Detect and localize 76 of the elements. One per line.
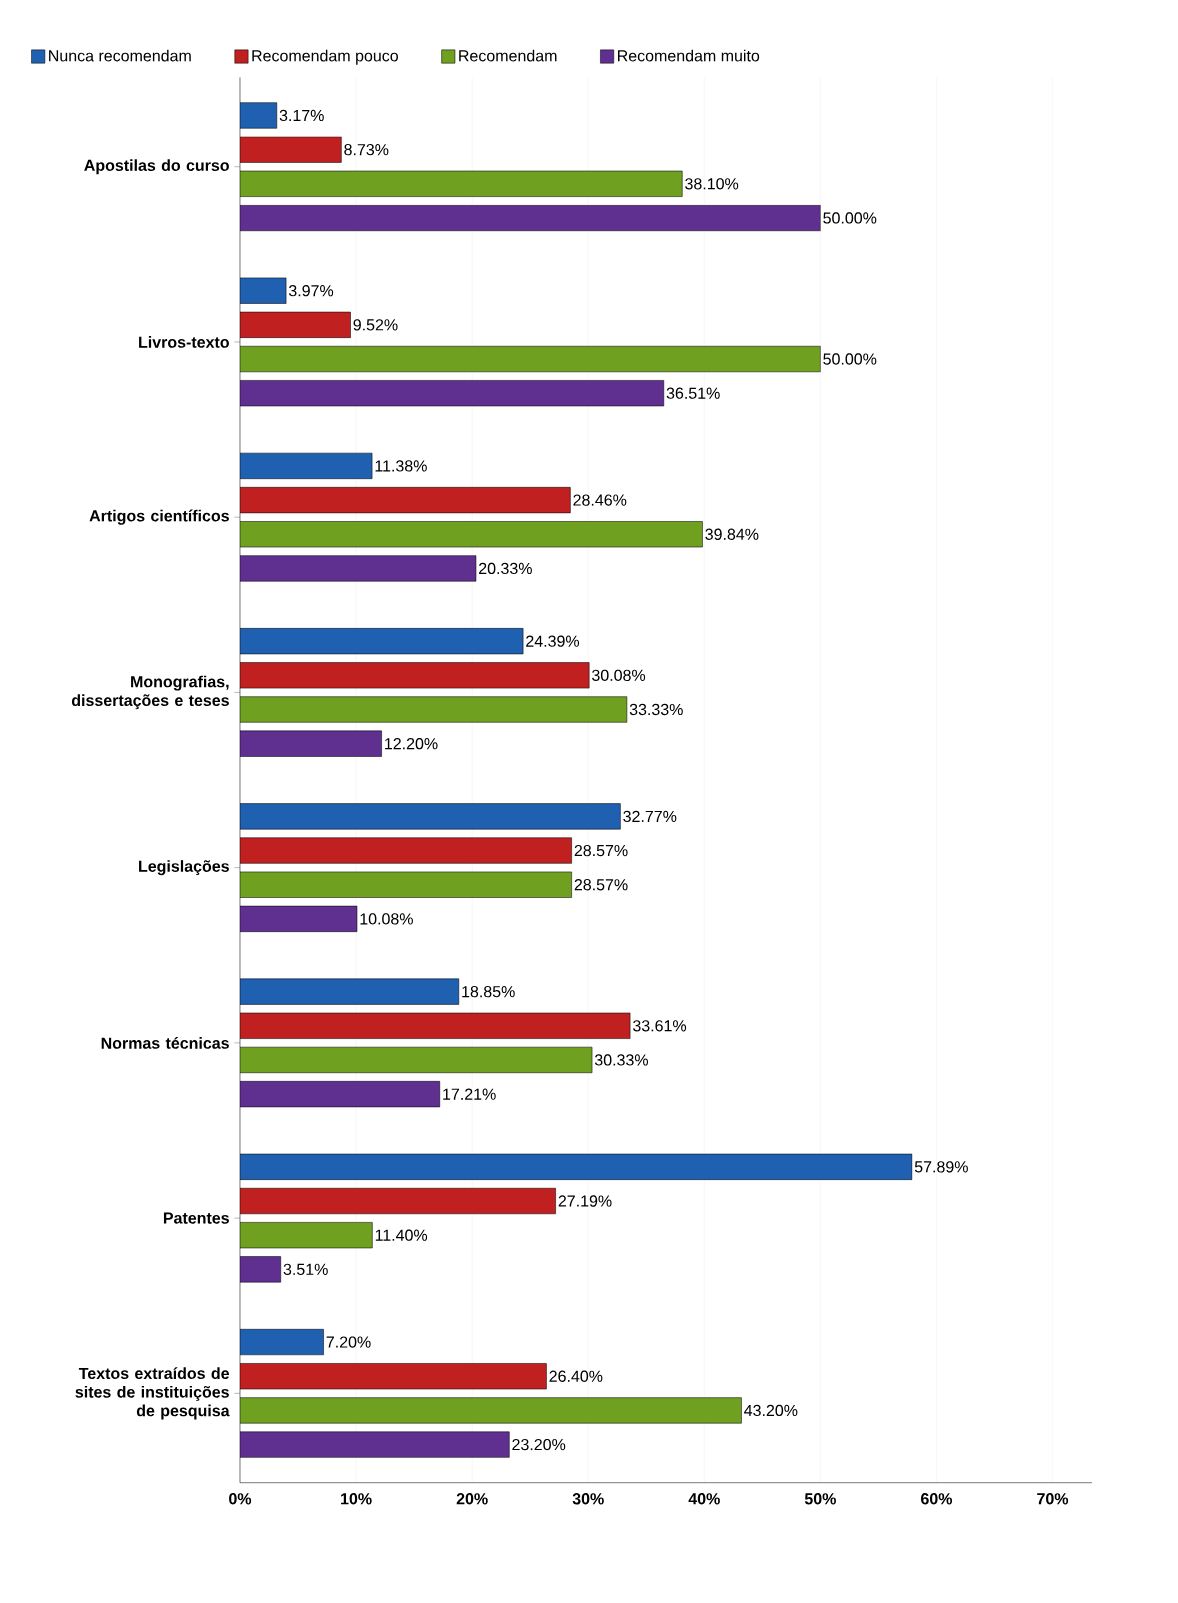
bar: [240, 345, 821, 373]
x-tick-label: 60%: [921, 1493, 953, 1505]
y-tick-label: Normas técnicas: [101, 1036, 229, 1049]
x-tick-label: 70%: [1037, 1493, 1069, 1505]
data-label: 3.17%: [279, 109, 324, 122]
data-label: 27.19%: [558, 1195, 612, 1207]
bar: [240, 170, 683, 197]
y-tick-label: Patentes: [163, 1212, 229, 1224]
bar: [240, 136, 342, 163]
data-label: 36.51%: [666, 387, 720, 399]
bar: [240, 1046, 593, 1074]
data-label: 18.85%: [462, 985, 515, 998]
bar: [240, 696, 628, 723]
data-label: 32.77%: [623, 810, 677, 823]
y-tick-label: Monografias, dissertações e teses: [71, 675, 229, 710]
data-label: 30.08%: [592, 669, 646, 681]
bar: [240, 905, 358, 932]
bar: [240, 487, 571, 514]
data-label: 17.21%: [443, 1088, 496, 1100]
data-label: 23.20%: [512, 1438, 566, 1451]
x-tick-label: 0%: [229, 1493, 252, 1505]
bar: [240, 662, 590, 689]
data-label: 7.20%: [326, 1336, 371, 1348]
data-label: 33.33%: [629, 703, 683, 716]
bar: [240, 204, 821, 232]
bar: [240, 1363, 547, 1390]
data-label: 11.38%: [375, 460, 427, 472]
x-tick-label: 30%: [572, 1493, 604, 1505]
data-label: 38.10%: [685, 178, 739, 190]
data-label: 28.46%: [573, 494, 627, 506]
y-tick-label: Textos extraídos de sites de instituições de pesquisa: [75, 1367, 230, 1420]
y-tick-label: Artigos científicos: [89, 509, 229, 525]
data-label: 43.20%: [744, 1404, 798, 1417]
bar: [240, 1431, 510, 1458]
legend-label: Recomendam muito: [618, 49, 760, 62]
data-label: 8.73%: [344, 143, 389, 156]
bar: [240, 555, 477, 582]
data-label: 11.40%: [375, 1229, 428, 1241]
data-label: 26.40%: [549, 1370, 603, 1382]
bar: [240, 837, 572, 864]
data-label: 3.51%: [283, 1263, 328, 1276]
data-label: 20.33%: [479, 562, 532, 575]
data-label: 9.52%: [353, 319, 398, 331]
data-label: 28.57%: [574, 879, 628, 891]
data-label: 33.61%: [633, 1020, 687, 1032]
bar: [240, 311, 351, 338]
bar: [240, 1081, 441, 1108]
bar: [240, 1256, 282, 1283]
data-label: 12.20%: [385, 738, 438, 750]
legend-label: Recomendam: [459, 49, 557, 62]
y-tick-label: Legislações: [139, 860, 229, 876]
x-tick-label: 10%: [341, 1493, 372, 1505]
data-label: 50.00%: [823, 353, 877, 365]
y-tick-label: Livros-texto: [139, 336, 229, 348]
bar: [240, 1397, 742, 1424]
x-tick-label: 40%: [688, 1493, 720, 1505]
bar: [240, 871, 572, 898]
bar: [240, 730, 382, 757]
data-label: 30.33%: [594, 1054, 649, 1066]
legend-label: Nunca recomendam: [49, 49, 191, 62]
bar: [240, 1012, 631, 1039]
bar: [240, 380, 665, 407]
data-label: 39.84%: [705, 528, 759, 540]
data-label: 28.57%: [574, 844, 628, 857]
data-label: 50.00%: [823, 212, 877, 224]
data-label: 57.89%: [914, 1161, 968, 1173]
x-tick-label: 50%: [804, 1493, 836, 1505]
legend-label: Recomendam pouco: [252, 49, 398, 65]
x-tick-label: 20%: [456, 1493, 488, 1505]
bar: [240, 1187, 556, 1215]
y-tick-label: Apostilas do curso: [84, 159, 229, 175]
data-label: 24.39%: [526, 635, 580, 647]
bar: [240, 521, 703, 548]
data-label: 10.08%: [360, 913, 413, 925]
data-label: 3.97%: [288, 285, 334, 297]
bar: [240, 1222, 373, 1249]
